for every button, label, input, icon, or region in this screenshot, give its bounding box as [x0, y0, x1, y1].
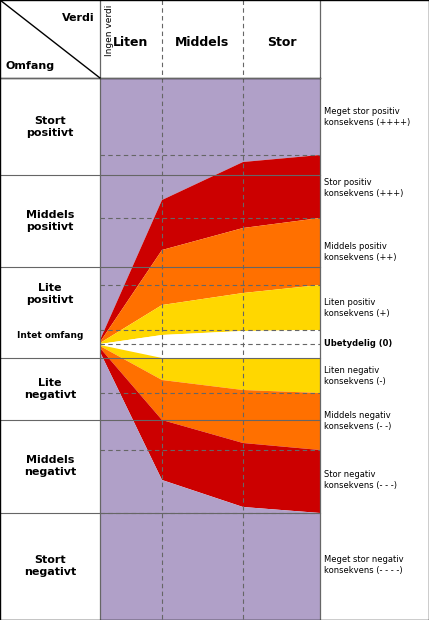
- Text: Ubetydelig (0): Ubetydelig (0): [324, 340, 392, 348]
- Text: Liten negativ
konsekvens (-): Liten negativ konsekvens (-): [324, 366, 386, 386]
- Text: Liten positiv
konsekvens (+): Liten positiv konsekvens (+): [324, 298, 390, 317]
- Text: Verdi: Verdi: [62, 13, 95, 23]
- Polygon shape: [100, 352, 320, 620]
- Polygon shape: [100, 285, 320, 344]
- Text: Stor negativ
konsekvens (- - -): Stor negativ konsekvens (- - -): [324, 471, 397, 490]
- Text: Omfang: Omfang: [5, 61, 54, 71]
- Polygon shape: [100, 218, 320, 343]
- Text: Middels negativ
konsekvens (- -): Middels negativ konsekvens (- -): [324, 411, 391, 431]
- Polygon shape: [100, 345, 320, 393]
- Polygon shape: [100, 330, 320, 358]
- Polygon shape: [100, 348, 320, 513]
- Text: Meget stor negativ
konsekvens (- - - -): Meget stor negativ konsekvens (- - - -): [324, 556, 404, 575]
- Polygon shape: [100, 346, 320, 450]
- Bar: [320, 78, 429, 620]
- Text: Lite
negativt: Lite negativt: [24, 378, 76, 400]
- Polygon shape: [100, 78, 320, 340]
- Text: Stor: Stor: [267, 35, 296, 48]
- Polygon shape: [100, 155, 320, 342]
- Text: Middels: Middels: [175, 35, 230, 48]
- Text: Middels
positivt: Middels positivt: [26, 210, 74, 232]
- Text: Meget stor positiv
konsekvens (++++): Meget stor positiv konsekvens (++++): [324, 107, 410, 126]
- Bar: [0, 0, 100, 620]
- Text: Stort
negativt: Stort negativt: [24, 555, 76, 577]
- Text: Lite
positivt: Lite positivt: [26, 283, 74, 305]
- Text: Middels positiv
konsekvens (++): Middels positiv konsekvens (++): [324, 242, 396, 262]
- Text: Middels
negativt: Middels negativt: [24, 455, 76, 477]
- Text: Intet omfang: Intet omfang: [17, 330, 83, 340]
- Text: Ingen verdi: Ingen verdi: [105, 5, 114, 56]
- Text: Stor positiv
konsekvens (+++): Stor positiv konsekvens (+++): [324, 179, 403, 198]
- Text: Liten: Liten: [113, 35, 149, 48]
- Text: Stort
positivt: Stort positivt: [26, 116, 74, 138]
- Bar: [0, 0, 429, 78]
